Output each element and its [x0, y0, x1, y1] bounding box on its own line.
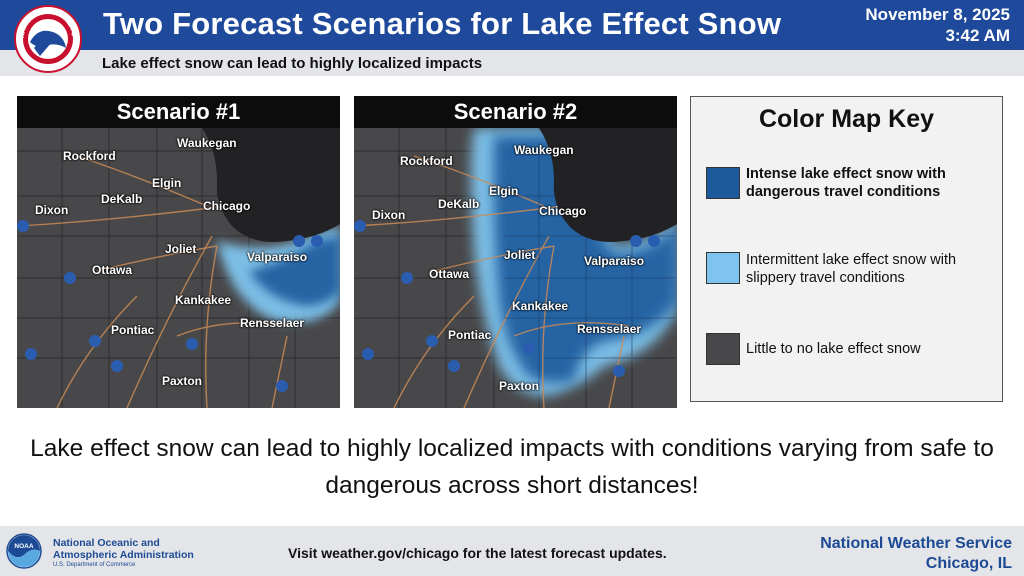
office-title: National Weather Service [820, 535, 1012, 552]
scenario-1-map: Scenario #1 [17, 96, 340, 408]
city-label: Valparaiso [247, 250, 308, 264]
scenario-2-title: Scenario #2 [354, 96, 677, 128]
noaa-name-line1: National Oceanic and [53, 537, 160, 549]
city-label: Elgin [152, 176, 182, 190]
timestamp: November 8, 2025 3:42 AM [865, 4, 1010, 46]
city-label: Rockford [400, 154, 453, 168]
key-swatch-none [706, 333, 740, 365]
date-text: November 8, 2025 [865, 5, 1010, 24]
key-label-intermittent: Intermittent lake effect snow with slipp… [746, 252, 957, 286]
city-label: Paxton [499, 379, 540, 393]
key-swatch-intense [706, 167, 740, 199]
city-label: DeKalb [438, 197, 480, 211]
city-label: Rockford [63, 149, 116, 163]
key-title: Color Map Key [758, 105, 935, 133]
city-label: Paxton [162, 374, 203, 388]
city-label: Pontiac [448, 328, 492, 342]
scenario-1-title: Scenario #1 [17, 96, 340, 128]
noaa-dept: U.S. Department of Commerce [53, 562, 136, 568]
header-banner: Two Forecast Scenarios for Lake Effect S… [0, 0, 1024, 50]
time-text: 3:42 AM [945, 26, 1010, 45]
noaa-logo-text: NOAA [14, 543, 33, 550]
city-label: Kankakee [175, 293, 232, 307]
city-label: Waukegan [514, 143, 574, 157]
footer-visit-text: Visit weather.gov/chicago for the latest… [288, 545, 667, 561]
city-label: Ottawa [429, 267, 470, 281]
key-label-intense: Intense lake effect snow with dangerous … [746, 166, 946, 200]
city-label: DeKalb [101, 192, 143, 206]
city-label: Rensselaer [577, 322, 642, 336]
city-label: Rensselaer [240, 316, 305, 330]
footer-bar: NOAA National Oceanic and Atmospheric Ad… [0, 526, 1024, 576]
scenario-2-basemap [354, 96, 677, 408]
key-label-none: Little to no lake effect snow [746, 341, 921, 357]
city-label: Ottawa [92, 263, 133, 277]
city-label: Chicago [539, 204, 587, 218]
city-label: Kankakee [512, 299, 569, 313]
main-message: Lake effect snow can lead to highly loca… [30, 435, 994, 499]
office-name: National Weather Service Chicago, IL [820, 534, 1012, 574]
color-map-key: Color Map Key Intense lake effect snow w… [690, 96, 1003, 402]
city-label: Dixon [35, 203, 69, 217]
city-label: Waukegan [177, 136, 237, 150]
city-label: Elgin [489, 184, 519, 198]
page-title: Two Forecast Scenarios for Lake Effect S… [103, 6, 782, 41]
noaa-name: National Oceanic and Atmospheric Adminis… [53, 537, 194, 561]
scenario-2-map: Scenario #2 [354, 96, 677, 408]
city-label: Joliet [165, 242, 197, 256]
subheader-bar: Lake effect snow can lead to highly loca… [0, 50, 1024, 76]
scenario-1-basemap [17, 96, 340, 408]
city-label: Joliet [504, 248, 536, 262]
city-label: Pontiac [111, 323, 155, 337]
key-swatch-intermittent [706, 252, 740, 284]
nws-logo-icon: NATIONAL WEATHER SERVICE [8, 2, 82, 73]
noaa-logo-icon: NOAA [6, 533, 42, 569]
noaa-name-line2: Atmospheric Administration [53, 549, 194, 561]
city-label: Valparaiso [584, 254, 645, 268]
office-location: Chicago, IL [925, 555, 1012, 572]
city-label: Dixon [372, 208, 406, 222]
city-label: Chicago [203, 199, 251, 213]
page-subtitle: Lake effect snow can lead to highly loca… [102, 55, 483, 72]
